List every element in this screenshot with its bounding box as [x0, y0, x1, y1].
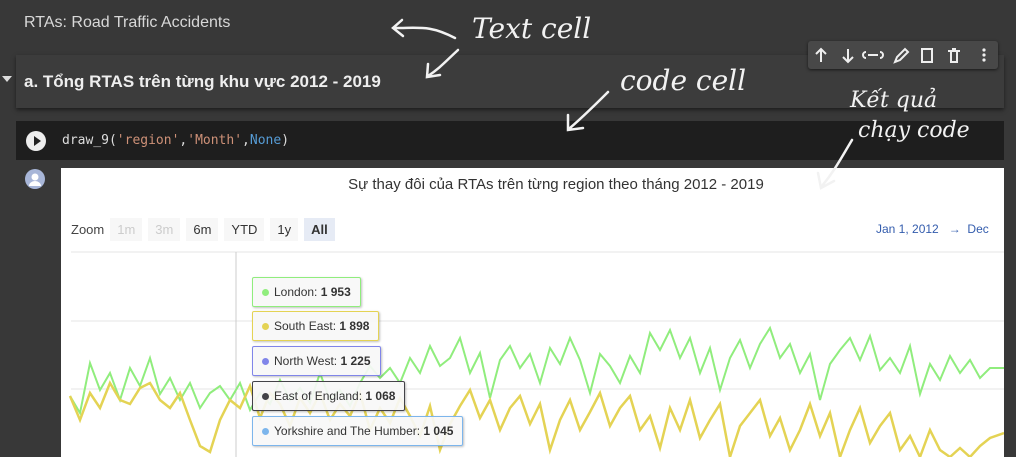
range-selector: Zoom 1m 3m 6m YTD 1y All [71, 218, 335, 241]
tooltip: Yorkshire and The Humber: 1 045 [252, 416, 464, 446]
south-east-line [68, 380, 1004, 457]
delete[interactable] [948, 48, 960, 63]
mirror[interactable] [921, 48, 933, 63]
play-icon [34, 136, 41, 146]
output-avatar [25, 169, 45, 189]
annotation: chạy code [858, 118, 970, 143]
zoom-button[interactable]: YTD [224, 218, 265, 241]
date-from[interactable]: Jan 1, 2012 [876, 222, 939, 236]
code-token: , [179, 133, 188, 148]
tooltip: London: 1 953 [252, 277, 361, 307]
output-chart: Sự thay đôi của RTAs trên từng region th… [61, 168, 1004, 457]
tooltip-name: South East [274, 319, 333, 333]
run-button[interactable] [26, 131, 46, 151]
tooltip-value: 1 953 [320, 285, 351, 299]
edit[interactable] [893, 47, 910, 64]
move-down[interactable] [842, 49, 854, 64]
code-token: 'Month' [187, 133, 243, 148]
legend-dot [262, 289, 269, 296]
tooltip-name: North West [274, 354, 334, 368]
tooltip-name: London [274, 285, 315, 299]
tooltip-name: East of England [274, 389, 359, 403]
annotation: code cell [620, 64, 747, 97]
code-token: , [242, 133, 250, 148]
tooltip: North West: 1 225 [252, 346, 381, 376]
code-cell[interactable]: draw_9('region','Month',None) [16, 121, 1004, 160]
chart-title: Sự thay đôi của RTAs trên từng region th… [348, 176, 764, 193]
legend-dot [262, 393, 269, 400]
code-text: draw_9('region','Month',None) [62, 133, 289, 148]
heading-text: a. Tổng RTAS trên từng khu vực 2012 - 20… [24, 72, 381, 91]
plot [68, 251, 1004, 457]
code-token: draw_9( [62, 133, 117, 148]
tooltip: South East: 1 898 [252, 311, 380, 341]
annotation: Text cell [472, 12, 592, 45]
avatar-icon [29, 173, 41, 186]
code-token: ) [281, 133, 290, 148]
tooltip: East of England: 1 068 [252, 381, 406, 411]
legend-dot [262, 323, 269, 330]
legend-dot [262, 358, 269, 365]
link[interactable] [862, 51, 884, 59]
tooltip-value: 1 045 [423, 424, 454, 438]
legend-dot [262, 428, 269, 435]
annotation: Kết quả [850, 88, 938, 113]
move-up[interactable] [815, 47, 827, 62]
code-token: 'region' [116, 133, 180, 148]
zoom-label: Zoom [71, 222, 105, 237]
tooltip-value: 1 898 [339, 319, 370, 333]
date-arrow: → [948, 222, 961, 236]
zoom-button[interactable]: 6m [186, 218, 219, 241]
zoom-button[interactable]: 3m [148, 218, 181, 241]
zoom-button[interactable]: 1m [110, 218, 143, 241]
arrow-text-cell [391, 18, 457, 40]
tooltip-value: 1 225 [340, 354, 371, 368]
date-range: Jan 1, 2012 → Dec [876, 222, 989, 236]
tooltip-name: Yorkshire and The Humber [274, 424, 417, 438]
date-to[interactable]: Dec [967, 222, 989, 236]
code-token: None [249, 133, 282, 148]
collapse-caret[interactable] [2, 76, 12, 82]
zoom-button[interactable]: All [304, 218, 335, 241]
tooltip-value: 1 068 [365, 389, 396, 403]
text-cell[interactable]: RTAs: Road Traffic Accidents [24, 14, 231, 31]
zoom-button[interactable]: 1y [270, 218, 299, 241]
toolbar-icons [815, 47, 986, 64]
more[interactable] [982, 48, 986, 62]
london-line [69, 325, 1004, 416]
cell-toolbar [808, 41, 998, 69]
